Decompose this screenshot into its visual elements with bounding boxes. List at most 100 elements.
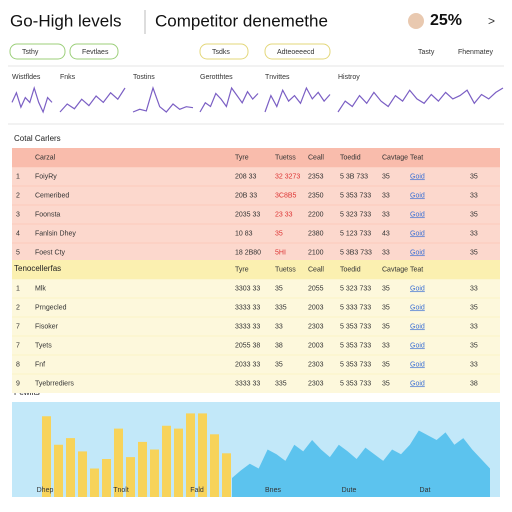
table-cell: 38: [470, 380, 478, 387]
table-cell: 5 323 733: [340, 285, 371, 292]
sparkline-label: Fnks: [60, 74, 76, 81]
x-tick-label: Bnes: [265, 487, 281, 494]
column-header: Teat: [410, 266, 423, 273]
avatar[interactable]: [408, 13, 424, 29]
row-link[interactable]: Goid: [410, 304, 425, 311]
filter-label: Tsthy: [22, 49, 39, 56]
table-cell: 1: [16, 285, 20, 292]
sparkline: [11, 85, 53, 114]
next-button[interactable]: >: [488, 14, 495, 28]
filter-pill[interactable]: [69, 43, 119, 60]
table-cell: 5HI: [275, 249, 286, 256]
table-cell: 2303: [308, 323, 324, 330]
table-cell: 32 3273: [275, 173, 300, 180]
column-header: Tyre: [235, 266, 249, 273]
table-cell: 335: [275, 380, 287, 387]
table-cell: 2100: [308, 249, 324, 256]
bar: [114, 428, 123, 497]
table-cell: 2303: [308, 361, 324, 368]
column-header: Cavtage: [382, 154, 408, 161]
sparkline: [264, 86, 331, 113]
table-cell: 33: [470, 323, 478, 330]
x-tick-label: Dute: [342, 487, 357, 494]
table-cell: 35: [470, 249, 478, 256]
bar: [78, 451, 87, 497]
column-header: Toedid: [340, 154, 361, 161]
column-header: Ceall: [308, 266, 324, 273]
filter-label: Fevtlaes: [82, 49, 109, 56]
row-link[interactable]: Goid: [410, 230, 425, 237]
sparkline: [337, 87, 504, 113]
table-cell: 1: [16, 173, 20, 180]
row-link[interactable]: Goid: [410, 380, 425, 387]
table-cell: 3303 33: [235, 285, 260, 292]
table-cell: FoiyRy: [35, 173, 57, 180]
table-cell: 335: [275, 304, 287, 311]
bar: [198, 413, 207, 497]
table-cell: 208 33: [235, 173, 257, 180]
table-cell: 35: [470, 173, 478, 180]
table-title: Tenocellerfas: [14, 264, 61, 273]
table-cell: 35: [382, 304, 390, 311]
filter-pill[interactable]: [9, 43, 66, 60]
table-cell: 35: [382, 380, 390, 387]
row-link[interactable]: Goid: [410, 173, 425, 180]
table-cell: 33: [382, 249, 390, 256]
table-cell: Mlk: [35, 285, 46, 292]
table-cell: Prngecled: [35, 304, 67, 311]
row-link[interactable]: Goid: [410, 361, 425, 368]
table-cell: 2003: [308, 304, 324, 311]
table-cell: 35: [470, 211, 478, 218]
bar: [138, 441, 147, 497]
x-tick-label: Dhep: [37, 487, 54, 494]
table-cell: 7: [16, 323, 20, 330]
table-cell: 3333 33: [235, 380, 260, 387]
filter-pill[interactable]: [264, 43, 331, 60]
table-cell: Foest Cty: [35, 249, 65, 256]
column-header: Tyre: [235, 154, 249, 161]
table-cell: Foonsta: [35, 211, 60, 218]
x-tick-label: Tnolt: [113, 487, 129, 494]
filter-pill[interactable]: [199, 43, 249, 60]
table-cell: 2350: [308, 192, 324, 199]
table-cell: 35: [275, 285, 283, 292]
sparkline-label: Wistfldes: [12, 74, 41, 81]
table-cell: Tyebrrediers: [35, 380, 74, 387]
sparkline-label: Histroy: [338, 74, 360, 81]
action-link[interactable]: Tasty: [418, 49, 435, 56]
table-cell: 2003: [308, 342, 324, 349]
row-link[interactable]: Goid: [410, 342, 425, 349]
filter-label: Tsdks: [212, 49, 230, 56]
bar: [42, 416, 51, 497]
sparkline-label: Gerotthtes: [200, 74, 233, 81]
table-bg: [12, 260, 500, 393]
table-cell: 2: [16, 192, 20, 199]
table-cell: 2055: [308, 285, 324, 292]
sparkline: [199, 86, 259, 113]
row-link[interactable]: Goid: [410, 192, 425, 199]
table-cell: 35: [382, 361, 390, 368]
table-cell: 2033 33: [235, 361, 260, 368]
row-link[interactable]: Goid: [410, 249, 425, 256]
bar: [210, 434, 219, 497]
table-cell: 2353: [308, 173, 324, 180]
table-cell: 2055 38: [235, 342, 260, 349]
x-tick-label: Fald: [190, 487, 204, 494]
action-link[interactable]: Fhenmatey: [458, 49, 494, 56]
row-link[interactable]: Goid: [410, 323, 425, 330]
row-link[interactable]: Goid: [410, 211, 425, 218]
table-cell: 33: [275, 323, 283, 330]
row-link[interactable]: Goid: [410, 285, 425, 292]
sparkline: [59, 87, 126, 113]
table-cell: Tyets: [35, 342, 52, 349]
page-title: Competitor denemethe: [155, 11, 328, 30]
column-header: Tuetss: [275, 154, 296, 161]
table-cell: 2035 33: [235, 211, 260, 218]
table-cell: 5 353 733: [340, 361, 371, 368]
table-cell: 33: [470, 192, 478, 199]
table-cell: 2200: [308, 211, 324, 218]
table-cell: 5 123 733: [340, 230, 371, 237]
table-cell: 33: [470, 230, 478, 237]
table-cell: 5 333 733: [340, 304, 371, 311]
